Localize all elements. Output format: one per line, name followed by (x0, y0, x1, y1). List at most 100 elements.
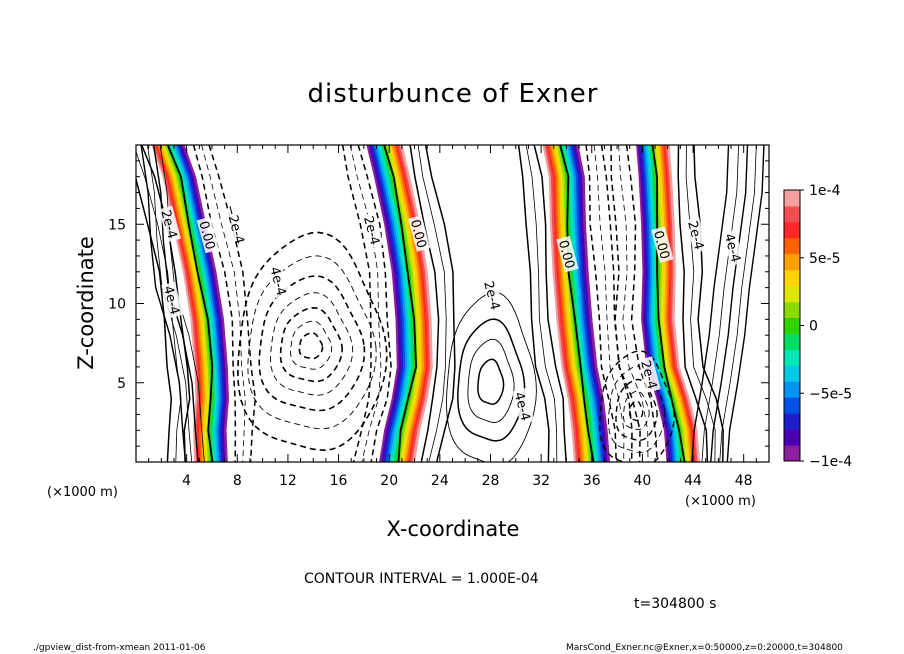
x-axis-label: X-coordinate (387, 517, 520, 541)
contour-label-bg (685, 216, 708, 254)
footer-left: ./gpview_dist-from-xmean 2011-01-06 (33, 643, 206, 653)
contour-label: 2e-4 (480, 277, 504, 314)
band-strip (638, 145, 671, 462)
contour-label-text: 4e-4 (721, 232, 743, 264)
x-tick-label: 8 (233, 473, 242, 489)
band-strip (643, 145, 677, 462)
contour-label-bg (651, 226, 674, 263)
contour-label-bg (638, 356, 661, 393)
contour-line (258, 275, 366, 412)
contour-line (685, 145, 716, 462)
contour-label-bg (511, 388, 535, 425)
colorbar-tick-label: −1e-4 (809, 454, 852, 470)
contour-line (237, 231, 388, 452)
band-strip (561, 145, 596, 462)
colorbar-swatch (784, 333, 800, 350)
colorbar-swatch (784, 413, 800, 430)
contour-line (477, 358, 505, 405)
contour-label-text: 2e-4 (360, 215, 382, 247)
contour-interval-label: CONTOUR INTERVAL = 1.000E-04 (304, 571, 539, 587)
colorbar-swatch (784, 429, 800, 446)
y-unit-label: (×1000 m) (47, 485, 118, 500)
colorbar-swatches (784, 190, 800, 462)
band-strip (399, 145, 433, 462)
band-strip (567, 145, 602, 462)
contour-label-bg (556, 235, 579, 273)
contour-label: 0.00 (650, 226, 674, 263)
contour-line (533, 145, 567, 462)
band-strip (178, 145, 226, 462)
colorbar-tick-label: 5e-5 (809, 251, 840, 267)
colorbar-swatch (784, 349, 800, 366)
contour-line (623, 390, 650, 431)
contour-label-bg (161, 281, 184, 319)
contour-line (409, 145, 440, 462)
band-strip (636, 145, 669, 462)
contour-line (625, 145, 659, 462)
colorbar-swatch (784, 301, 800, 319)
band-strip (546, 145, 581, 462)
colorbar-tick-label: 1e-4 (809, 183, 841, 199)
contour-line (467, 338, 515, 423)
contour-lines (136, 145, 765, 462)
contour-line (618, 145, 649, 462)
y-tick-label: 15 (108, 217, 126, 233)
colorbar-swatch (784, 190, 800, 207)
contour-line (290, 320, 333, 370)
contour-label: 2e-4 (360, 212, 384, 249)
contour-label: 4e-4 (160, 281, 184, 319)
contour-line (457, 318, 526, 442)
x-tick-label: 24 (431, 473, 449, 489)
contour-label: 2e-4 (684, 216, 708, 254)
x-unit-label: (×1000 m) (685, 494, 756, 509)
colorbar-tick-label: 0 (809, 319, 818, 335)
band-strip (548, 145, 583, 462)
x-tick-label: 12 (279, 473, 297, 489)
contour-line (446, 291, 537, 462)
contour-line (719, 145, 757, 462)
contour-line (270, 292, 354, 396)
band-strip (172, 145, 220, 462)
contour-label-bg (158, 205, 182, 243)
contour-line (677, 145, 709, 462)
x-axis-ticks: 4 8 12 16 20 24 28 32 36 40 44 48 (135, 145, 770, 489)
colorbar-swatch (784, 397, 800, 414)
plot-area: 2e-4 0.00 −2e-44e-44e-42e-4 0.002e-44e-40.0… (136, 145, 769, 462)
contour-line (417, 145, 447, 462)
colorbar-swatch (784, 269, 800, 287)
band-strip (170, 145, 218, 462)
x-tick-label: 20 (380, 473, 398, 489)
band-strip (164, 145, 212, 462)
contour-label: 0.00 (555, 235, 579, 273)
footer-right: MarsCond_Exner.nc@Exner,x=0:50000,z=0:20… (566, 643, 843, 653)
band-strip (151, 145, 198, 462)
band-strip (158, 145, 206, 462)
band-strip (174, 145, 222, 462)
contour-label-text: 0.00 (650, 229, 672, 261)
contour-line (593, 145, 625, 462)
contour-label-text: 4e-4 (266, 265, 288, 297)
x-tick-label: 40 (633, 473, 651, 489)
x-tick-label: 44 (684, 473, 702, 489)
band-strip (542, 145, 577, 462)
contour-line (166, 145, 214, 462)
contour-line (559, 145, 595, 462)
colorbar-swatch (784, 221, 800, 239)
contour-line (726, 145, 765, 462)
band-strip (168, 145, 216, 462)
contour-label-text: 2e-4 (480, 280, 502, 312)
colorbar-swatch (784, 445, 800, 462)
y-tick-label: 10 (108, 297, 126, 313)
contour-label-text: 2e-4 (157, 208, 179, 240)
contour-label-text: 2e-4 (684, 219, 706, 251)
contour-label: 4e-4 (266, 262, 290, 300)
contour-line (140, 145, 187, 462)
contour-line (607, 365, 666, 454)
colorbar-tick-label: −5e-5 (809, 386, 852, 402)
contour-label-bg (722, 229, 745, 266)
band-strip (569, 145, 604, 462)
band-strip (565, 145, 600, 462)
contour-label-text: 4e-4 (511, 391, 533, 423)
band-strip (554, 145, 590, 462)
contour-label-bg (267, 262, 290, 300)
